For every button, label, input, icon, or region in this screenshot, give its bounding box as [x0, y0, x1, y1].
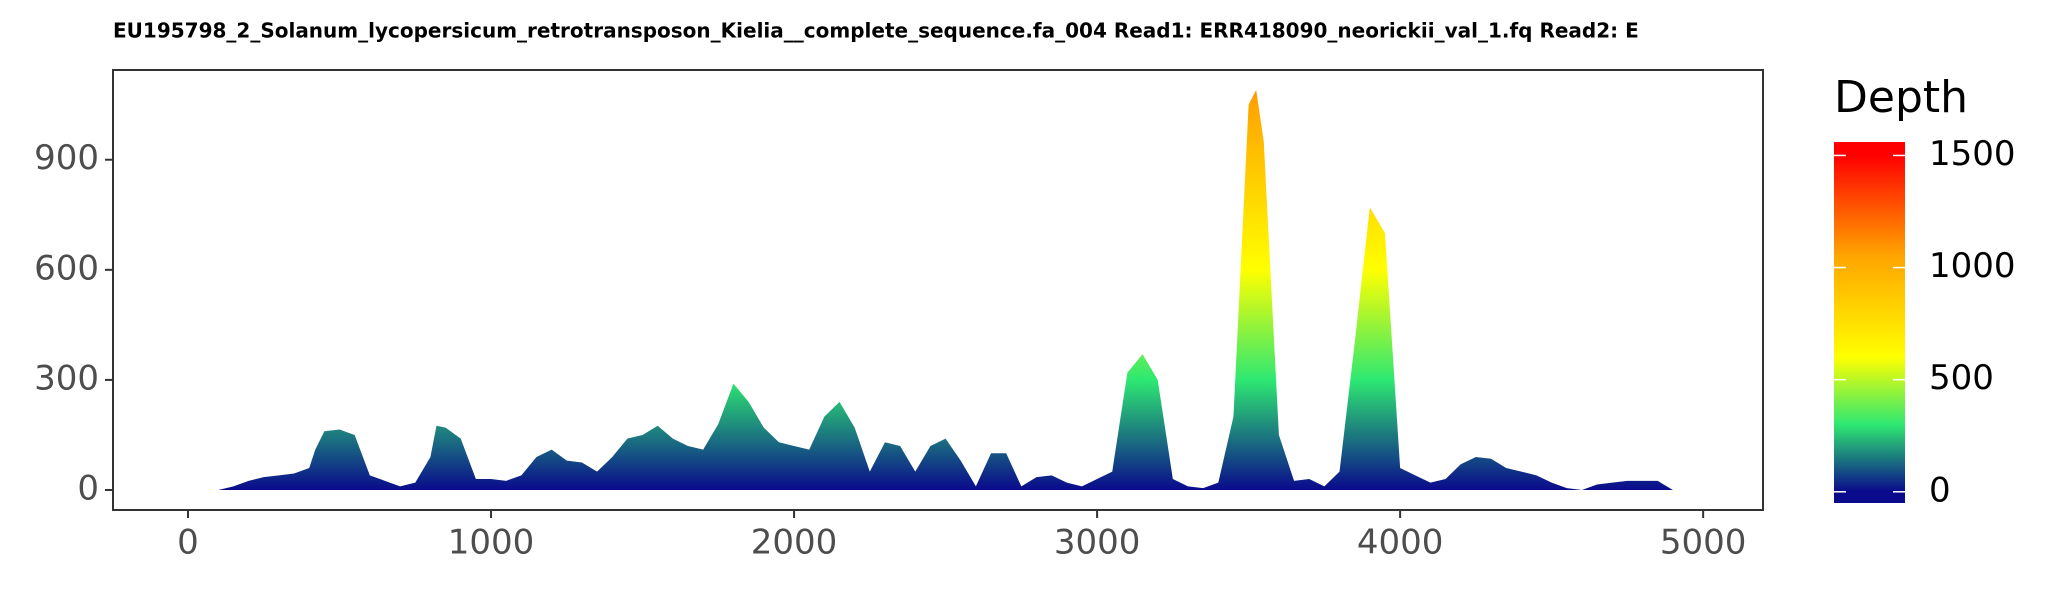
x-tick-label: 0: [177, 523, 199, 563]
x-tick-label: 2000: [751, 523, 838, 563]
colorbar-label: 1500: [1929, 134, 2016, 174]
legend-title: Depth: [1834, 72, 1968, 123]
chart-title: EU195798_2_Solanum_lycopersicum_retrotra…: [113, 19, 1639, 43]
plot-panel: [112, 69, 1764, 511]
y-tick-label: 900: [34, 138, 99, 178]
colorbar-label: 0: [1929, 470, 1951, 510]
colorbar: [1834, 142, 1905, 503]
x-tick-label: 1000: [448, 523, 535, 563]
y-tick-label: 300: [34, 358, 99, 398]
x-tick-label: 3000: [1054, 523, 1141, 563]
y-tick-label: 600: [34, 248, 99, 288]
colorbar-label: 500: [1929, 358, 1994, 398]
y-tick-label: 0: [77, 469, 99, 509]
colorbar-label: 1000: [1929, 246, 2016, 286]
x-tick-label: 5000: [1660, 523, 1747, 563]
coverage-area: [188, 90, 1688, 490]
x-tick-label: 4000: [1357, 523, 1444, 563]
